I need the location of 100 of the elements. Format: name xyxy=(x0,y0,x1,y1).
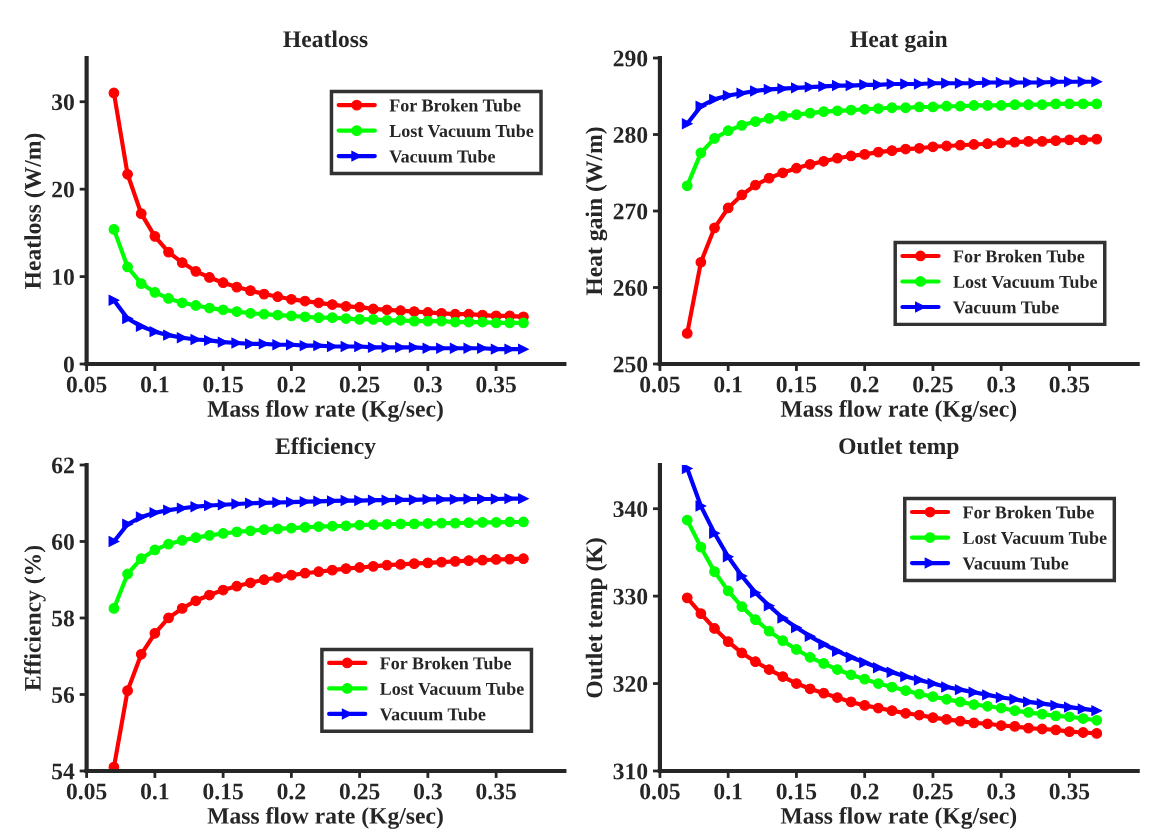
point xyxy=(968,100,980,111)
point xyxy=(477,316,488,328)
point xyxy=(272,572,284,583)
point xyxy=(859,103,871,115)
point xyxy=(886,705,898,717)
point xyxy=(176,257,188,268)
x-tick-label: 0.2 xyxy=(277,783,306,800)
point xyxy=(927,712,939,724)
point xyxy=(285,310,297,322)
point xyxy=(163,538,174,550)
point xyxy=(258,574,270,586)
point xyxy=(1050,98,1062,110)
x-tick-label: 0.35 xyxy=(1049,783,1090,800)
point xyxy=(1023,136,1034,147)
point xyxy=(313,521,325,532)
point xyxy=(722,125,734,137)
point xyxy=(149,544,161,556)
point xyxy=(1077,713,1089,724)
legend-label: For Broken Tube xyxy=(962,505,1094,519)
point xyxy=(681,514,693,526)
point xyxy=(695,100,707,112)
point xyxy=(490,554,502,565)
point xyxy=(681,592,693,604)
point xyxy=(326,312,338,324)
x-tick-label: 0.05 xyxy=(640,376,680,393)
point xyxy=(941,100,952,112)
point xyxy=(395,305,406,317)
chart-title: Heat gain xyxy=(850,30,948,53)
x-tick-label: 0.1 xyxy=(141,376,169,393)
y-axis-title: Heat gain (W/m) xyxy=(585,127,608,296)
point xyxy=(913,101,925,113)
point xyxy=(804,630,816,642)
point xyxy=(122,685,133,697)
point xyxy=(245,577,256,589)
legend-label: Vacuum Tube xyxy=(389,149,496,163)
point xyxy=(722,585,734,597)
chart-title: Heatloss xyxy=(283,30,368,48)
point xyxy=(750,614,761,626)
x-tick-label: 0.2 xyxy=(277,376,306,393)
point xyxy=(845,104,857,116)
point xyxy=(736,119,748,131)
y-tick-label: 250 xyxy=(613,356,648,373)
point xyxy=(108,294,120,306)
point xyxy=(313,312,325,324)
point xyxy=(941,714,952,725)
point xyxy=(354,519,366,531)
point xyxy=(886,666,898,678)
point xyxy=(299,521,311,533)
point xyxy=(859,657,871,668)
point xyxy=(818,638,830,650)
x-tick-label: 0.2 xyxy=(850,783,879,800)
point xyxy=(122,261,133,273)
point xyxy=(927,678,939,689)
point xyxy=(900,143,912,155)
point xyxy=(135,648,147,660)
point xyxy=(831,664,843,675)
point xyxy=(1050,724,1062,736)
point xyxy=(422,518,434,529)
point xyxy=(859,673,871,685)
point xyxy=(272,309,284,321)
legend-label: Lost Vacuum Tube xyxy=(962,531,1107,545)
point xyxy=(367,314,379,325)
point xyxy=(872,702,884,714)
point xyxy=(1064,98,1075,110)
x-tick-label: 0.3 xyxy=(414,376,442,393)
point xyxy=(709,222,720,234)
point xyxy=(681,118,693,130)
y-tick-label: 0 xyxy=(63,356,74,373)
point xyxy=(340,300,352,312)
point xyxy=(681,328,693,339)
y-tick-label: 330 xyxy=(613,588,648,605)
point xyxy=(1036,708,1048,720)
point xyxy=(913,709,925,721)
point xyxy=(163,293,174,304)
point xyxy=(982,138,993,150)
point xyxy=(354,314,366,325)
point xyxy=(163,246,174,258)
point xyxy=(381,314,393,326)
point xyxy=(204,529,215,541)
legend-label: Vacuum Tube xyxy=(962,556,1069,570)
point xyxy=(736,601,748,612)
x-tick-label: 0.15 xyxy=(776,376,817,393)
point xyxy=(736,570,748,582)
point xyxy=(354,562,366,573)
point xyxy=(135,321,147,332)
x-tick-label: 0.35 xyxy=(1049,376,1090,393)
point xyxy=(299,295,311,307)
point xyxy=(518,553,529,565)
point xyxy=(326,564,338,576)
point xyxy=(518,516,529,528)
point xyxy=(163,504,174,516)
point xyxy=(395,559,406,570)
chart-title: Outlet temp xyxy=(839,437,959,459)
point xyxy=(204,272,215,283)
point xyxy=(1050,135,1062,147)
legend-label: For Broken Tube xyxy=(953,249,1085,263)
point xyxy=(422,315,434,327)
point xyxy=(149,286,161,298)
point xyxy=(408,518,420,530)
point xyxy=(1009,99,1021,111)
